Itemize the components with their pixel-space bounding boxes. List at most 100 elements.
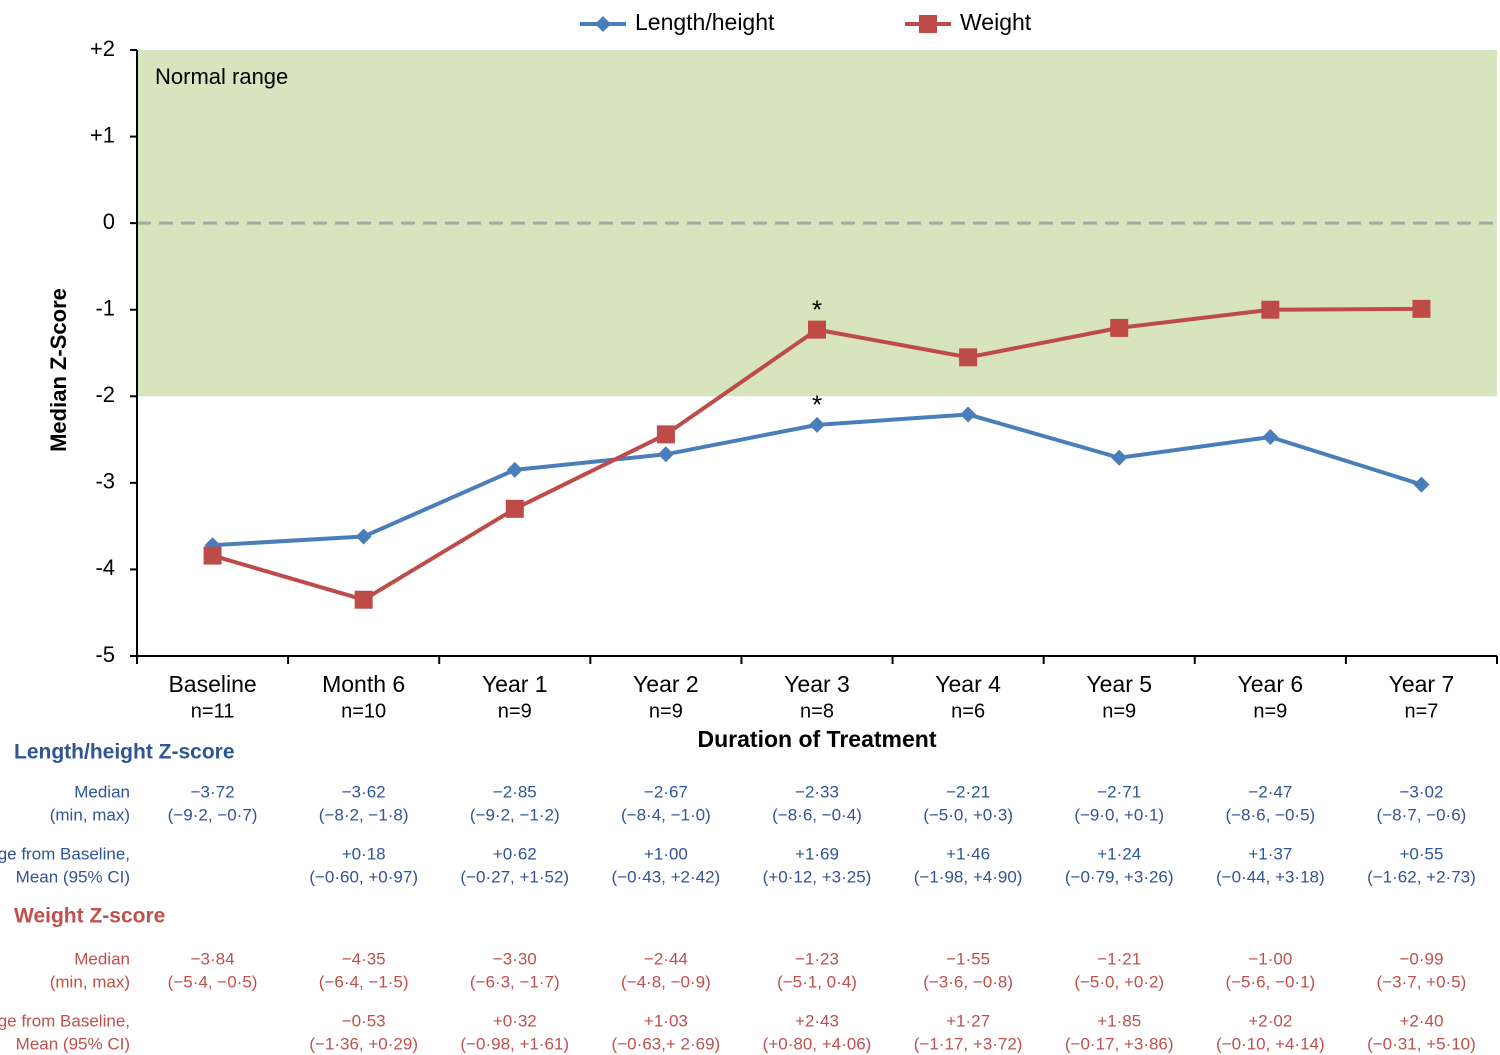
table-cell: (−5·4, −0·5) xyxy=(168,972,258,991)
table-cell: −2·71 xyxy=(1097,782,1141,801)
x-tick-label: Baseline xyxy=(168,671,256,697)
marker xyxy=(1111,449,1128,466)
table-cell: +0·55 xyxy=(1399,844,1443,863)
marker xyxy=(1262,428,1279,445)
table-cell: (−0·63,+ 2·69) xyxy=(612,1034,721,1053)
table-cell: +2·02 xyxy=(1248,1011,1292,1030)
table-cell: +1·24 xyxy=(1097,844,1141,863)
marker xyxy=(919,15,937,33)
table-cell: −1·21 xyxy=(1097,949,1141,968)
table-cell: −1·00 xyxy=(1248,949,1292,968)
n-label: n=9 xyxy=(1253,700,1287,722)
y-tick-label: 0 xyxy=(103,209,115,234)
table-cell: (−1·17, +3·72) xyxy=(914,1034,1023,1053)
table-cell: (−0·10, +4·14) xyxy=(1216,1034,1325,1053)
table-cell: +0·62 xyxy=(493,844,537,863)
n-label: n=11 xyxy=(191,700,235,722)
table-cell: −2·47 xyxy=(1248,782,1292,801)
marker xyxy=(809,416,825,433)
table-cell: (−6·3, −1·7) xyxy=(470,972,560,991)
y-tick-label: -3 xyxy=(95,469,115,494)
y-tick-label: +1 xyxy=(90,122,115,147)
table-cell: (−0·79, +3·26) xyxy=(1065,867,1174,886)
section-title: Weight Z-score xyxy=(14,905,165,928)
row-label: Median xyxy=(74,949,130,968)
y-tick-label: +2 xyxy=(90,36,115,61)
table-cell: (−1·36, +0·29) xyxy=(309,1034,418,1053)
table-cell: +1·27 xyxy=(946,1011,990,1030)
row-label: (min, max) xyxy=(50,805,130,824)
marker xyxy=(203,546,222,565)
table-cell: −0·99 xyxy=(1399,949,1443,968)
table-cell: −3·30 xyxy=(493,949,537,968)
table-cell: −2·85 xyxy=(493,782,537,801)
x-tick-label: Year 1 xyxy=(482,671,548,697)
row-label: Mean (95% CI) xyxy=(16,1034,130,1053)
x-tick-label: Year 3 xyxy=(784,671,850,697)
marker xyxy=(595,16,611,32)
row-label: Median xyxy=(74,782,130,801)
table-cell: −1·55 xyxy=(946,949,990,968)
marker xyxy=(355,528,372,545)
table-cell: (−4·8, −0·9) xyxy=(621,972,711,991)
table-cell: (−0·98, +1·61) xyxy=(460,1034,569,1053)
table-cell: (+0·12, +3·25) xyxy=(763,867,872,886)
x-tick-label: Year 7 xyxy=(1389,671,1455,697)
table-cell: (−9·0, +0·1) xyxy=(1074,805,1164,824)
marker xyxy=(1413,476,1430,493)
marker xyxy=(505,499,524,518)
table-cell: −2·67 xyxy=(644,782,688,801)
table-cell: −3·84 xyxy=(191,949,235,968)
marker xyxy=(1110,318,1129,337)
row-label: Mean (95% CI) xyxy=(16,867,130,886)
marker xyxy=(354,590,373,609)
table-cell: (−8·2, −1·8) xyxy=(319,805,409,824)
section-title: Length/height Z-score xyxy=(14,741,235,764)
legend-label: Weight xyxy=(960,9,1032,35)
marker xyxy=(959,348,978,367)
table-cell: (−8·4, −1·0) xyxy=(621,805,711,824)
legend-label: Length/height xyxy=(635,9,775,35)
table-cell: +1·00 xyxy=(644,844,688,863)
table-cell: +1·37 xyxy=(1248,844,1292,863)
n-label: n=9 xyxy=(498,700,532,722)
marker xyxy=(1261,300,1280,319)
y-tick-label: -2 xyxy=(95,382,115,407)
row-label: Change from Baseline, xyxy=(0,1011,130,1030)
table-cell: +2·40 xyxy=(1399,1011,1443,1030)
table-cell: (−8·6, −0·5) xyxy=(1225,805,1315,824)
x-tick-label: Year 6 xyxy=(1238,671,1304,697)
x-tick-label: Month 6 xyxy=(322,671,405,697)
table-cell: (−0·27, +1·52) xyxy=(460,867,569,886)
table-cell: +2·43 xyxy=(795,1011,839,1030)
table-cell: −3·02 xyxy=(1399,782,1443,801)
table-cell: +1·03 xyxy=(644,1011,688,1030)
y-tick-label: -1 xyxy=(95,296,115,321)
table-cell: (−1·98, +4·90) xyxy=(914,867,1023,886)
annotation: * xyxy=(812,295,822,325)
table-cell: +0·18 xyxy=(342,844,386,863)
table-cell: +0·32 xyxy=(493,1011,537,1030)
n-label: n=9 xyxy=(1102,700,1136,722)
series-line xyxy=(212,412,1423,548)
table-cell: (−9·2, −0·7) xyxy=(168,805,258,824)
y-tick-label: -5 xyxy=(95,642,115,667)
table-cell: (−8·6, −0·4) xyxy=(772,805,862,824)
marker xyxy=(960,406,977,423)
marker xyxy=(657,446,674,463)
table-cell: (−0·17, +3·86) xyxy=(1065,1034,1174,1053)
table-cell: (−5·0, +0·2) xyxy=(1074,972,1164,991)
n-label: n=6 xyxy=(951,700,985,722)
x-tick-label: Year 2 xyxy=(633,671,699,697)
y-axis-title: Median Z-Score xyxy=(46,288,71,452)
table-cell: (−5·0, +0·3) xyxy=(923,805,1013,824)
table-cell: −3·62 xyxy=(342,782,386,801)
table-cell: −1·23 xyxy=(795,949,839,968)
n-label: n=10 xyxy=(341,700,386,722)
x-tick-label: Year 4 xyxy=(935,671,1001,697)
x-axis-title: Duration of Treatment xyxy=(698,726,937,752)
table-cell: +1·69 xyxy=(795,844,839,863)
table-cell: −0·53 xyxy=(342,1011,386,1030)
n-label: n=9 xyxy=(649,700,683,722)
